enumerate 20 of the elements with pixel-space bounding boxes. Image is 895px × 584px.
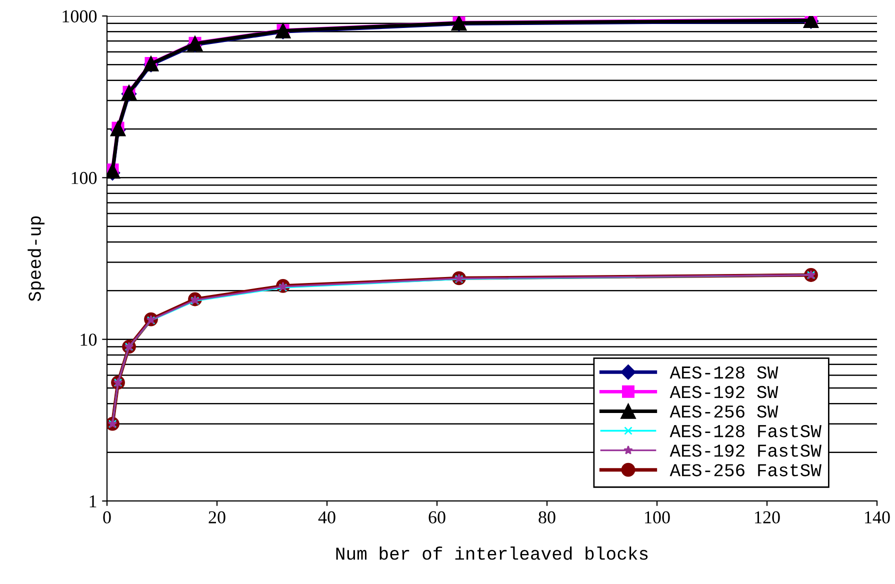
y-axis-title: Speed-up (28, 216, 44, 302)
legend-label: AES-192 FastSW (670, 444, 822, 457)
legend-label: AES-256 FastSW (670, 464, 822, 476)
y-tick-label: 1 (90, 495, 96, 508)
y-tick-label: 1000 (62, 10, 97, 22)
x-tick-label: 100 (645, 511, 670, 524)
legend-label: AES-256 SW (670, 405, 778, 418)
x-tick-label: 140 (865, 511, 890, 524)
y-tick-label: 100 (72, 172, 97, 184)
x-tick-label: 40 (318, 511, 336, 524)
x-tick-label: 20 (208, 511, 226, 524)
legend-label: AES-128 SW (670, 366, 778, 379)
x-tick-label: 120 (755, 511, 780, 524)
x-tick-label: 0 (103, 511, 111, 524)
x-tick-label: 80 (538, 511, 556, 524)
x-tick-label: 60 (428, 511, 446, 524)
legend-label: AES-192 SW (670, 386, 778, 398)
legend-label: AES-128 FastSW (670, 424, 822, 438)
x-axis-title: Num ber of interleaved blocks (336, 546, 648, 560)
y-tick-label: 10 (80, 334, 97, 346)
